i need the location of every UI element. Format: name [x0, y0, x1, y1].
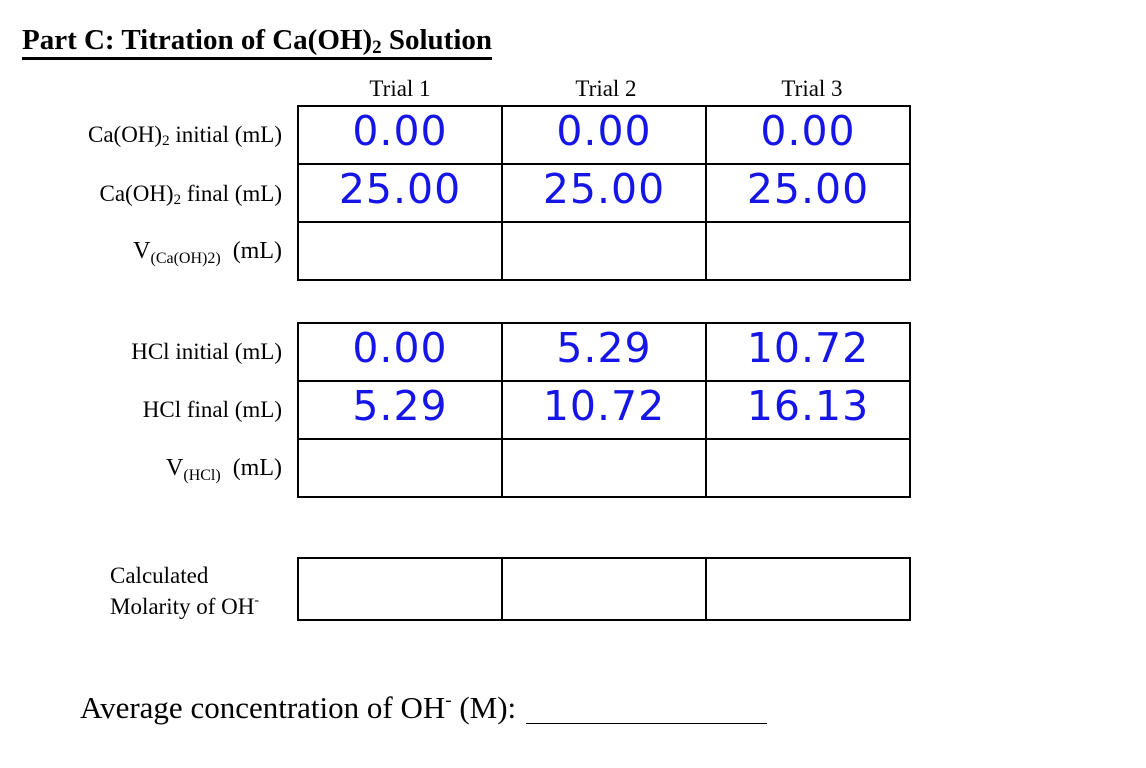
handwritten-value: 16.13	[746, 382, 870, 430]
hcl-initial-label: HCl initial (mL)	[131, 339, 282, 364]
hcl-table: 0.00 5.29 10.72 5.29 10.72 16.13	[297, 322, 911, 498]
handwritten-value: 5.29	[556, 324, 652, 372]
caoh-table: 0.00 0.00 0.00 25.00 25.00 25.00	[297, 105, 911, 281]
hcl-volume-trial-2[interactable]	[501, 438, 707, 498]
hcl-volume-label: V(HCl) (mL)	[166, 455, 282, 484]
handwritten-value: 25.00	[542, 165, 666, 213]
calc-label-line-2: Molarity of OH-	[110, 593, 260, 620]
caoh-volume-trial-1[interactable]	[297, 221, 503, 281]
molarity-table	[297, 557, 911, 621]
caoh-final-trial-1[interactable]: 25.00	[297, 163, 503, 223]
caoh-final-trial-3[interactable]: 25.00	[705, 163, 911, 223]
molarity-row	[297, 557, 911, 621]
caoh-initial-row: 0.00 0.00 0.00	[297, 105, 911, 165]
handwritten-value: 0.00	[352, 324, 448, 372]
handwritten-value: 10.72	[542, 382, 666, 430]
hcl-final-trial-2[interactable]: 10.72	[501, 380, 707, 440]
handwritten-value: 0.00	[556, 107, 652, 155]
trial-3-header: Trial 3	[781, 76, 843, 101]
caoh-initial-label: Ca(OH)2 initial (mL)	[87, 122, 282, 149]
average-concentration: Average concentration of OH- (M):	[80, 690, 768, 726]
page-title: Part C: Titration of Ca(OH)2 Solution	[22, 24, 493, 60]
caoh-initial-trial-2[interactable]: 0.00	[501, 105, 707, 165]
caoh-initial-trial-1[interactable]: 0.00	[297, 105, 503, 165]
caoh-volume-label: V(Ca(OH)2) (mL)	[133, 238, 282, 267]
hcl-final-trial-1[interactable]: 5.29	[297, 380, 503, 440]
trial-1-header: Trial 1	[369, 76, 431, 101]
handwritten-value: 0.00	[352, 107, 448, 155]
hcl-volume-trial-3[interactable]	[705, 438, 911, 498]
calculated-molarity-label: Calculated Molarity of OH-	[110, 560, 259, 622]
trial-2-header: Trial 2	[575, 76, 637, 101]
caoh-volume-trial-2[interactable]	[501, 221, 707, 281]
hcl-initial-trial-3[interactable]: 10.72	[705, 322, 911, 382]
molarity-trial-3[interactable]	[705, 557, 911, 621]
caoh-volume-trial-3[interactable]	[705, 221, 911, 281]
calc-label-line-1: Calculated	[110, 563, 209, 588]
handwritten-value: 10.72	[746, 324, 870, 372]
handwritten-value: 25.00	[746, 165, 870, 213]
hcl-volume-row	[297, 438, 911, 498]
handwritten-value: 5.29	[352, 382, 448, 430]
caoh-final-label: Ca(OH)2 final (mL)	[99, 181, 283, 208]
caoh-initial-trial-3[interactable]: 0.00	[705, 105, 911, 165]
hcl-final-label: HCl final (mL)	[142, 397, 282, 422]
handwritten-value: 25.00	[338, 165, 462, 213]
hcl-initial-row: 0.00 5.29 10.72	[297, 322, 911, 382]
caoh-final-row: 25.00 25.00 25.00	[297, 163, 911, 223]
hcl-initial-trial-2[interactable]: 5.29	[501, 322, 707, 382]
caoh-volume-row	[297, 221, 911, 281]
hcl-volume-trial-1[interactable]	[297, 438, 503, 498]
caoh-final-trial-2[interactable]: 25.00	[501, 163, 707, 223]
molarity-trial-1[interactable]	[297, 557, 503, 621]
average-answer-blank[interactable]	[526, 697, 768, 724]
hcl-initial-trial-1[interactable]: 0.00	[297, 322, 503, 382]
handwritten-value: 0.00	[760, 107, 856, 155]
hcl-final-row: 5.29 10.72 16.13	[297, 380, 911, 440]
hcl-final-trial-3[interactable]: 16.13	[705, 380, 911, 440]
molarity-trial-2[interactable]	[501, 557, 707, 621]
